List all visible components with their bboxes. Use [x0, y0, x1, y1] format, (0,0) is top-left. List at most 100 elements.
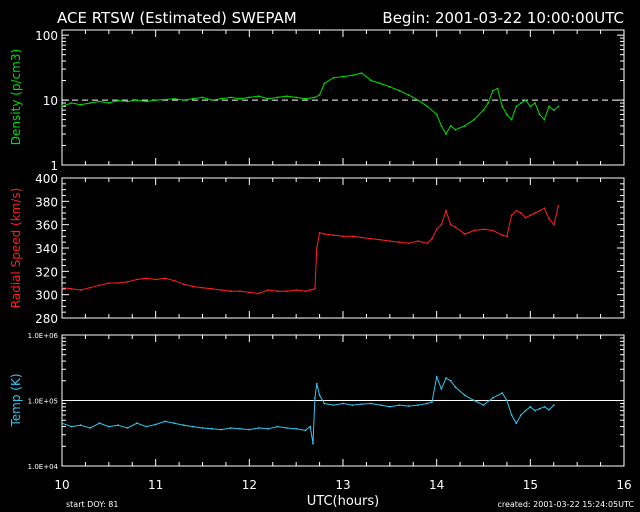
- density-data-point: [145, 100, 148, 103]
- speed-data-point: [229, 290, 232, 293]
- temp-data-point: [440, 388, 443, 390]
- temp-data-point: [107, 425, 110, 428]
- temp-data-point: [431, 401, 433, 403]
- temp-data-point: [449, 379, 452, 382]
- density-data-point: [548, 105, 550, 108]
- temp-data-point: [515, 422, 518, 425]
- density-data-point: [117, 99, 120, 102]
- temp-data-point: [548, 408, 550, 411]
- temp-data-point: [312, 442, 314, 445]
- density-data-point: [463, 125, 466, 127]
- temp-data-point: [192, 425, 195, 428]
- temp-data-point: [445, 377, 447, 379]
- temp-data-point: [435, 375, 438, 378]
- temp-data-point: [529, 405, 532, 408]
- density-data-point: [524, 99, 527, 101]
- density-data-point: [435, 113, 438, 116]
- temp-data-point: [323, 402, 326, 405]
- temp-data-point: [229, 427, 232, 429]
- density-data-point: [79, 103, 82, 106]
- temp-data-point: [173, 422, 176, 425]
- temp-data-point: [370, 402, 372, 405]
- density-data-point: [164, 98, 166, 101]
- density-data-point: [332, 76, 335, 79]
- x-tick-label: 13: [335, 478, 350, 492]
- speed-data-point: [145, 277, 148, 280]
- chart-title: ACE RTSW (Estimated) SWEPAM: [57, 9, 297, 27]
- temp-ytick-label: 1.0E+06: [28, 332, 59, 340]
- temp-data-point: [295, 427, 298, 430]
- density-data-point: [454, 128, 457, 131]
- density-data-point: [379, 82, 382, 85]
- speed-data-point: [510, 214, 513, 217]
- density-data-point: [407, 94, 410, 96]
- speed-data-point: [136, 278, 138, 281]
- temp-data-point: [154, 423, 157, 426]
- density-data-point: [267, 97, 269, 100]
- speed-ytick-label: 320: [35, 265, 58, 279]
- speed-data-point: [257, 292, 260, 295]
- speed-data-point: [492, 229, 494, 232]
- speed-data-point: [323, 233, 326, 235]
- density-data-point: [192, 97, 195, 100]
- density-data-point: [126, 100, 129, 103]
- density-series: [61, 72, 624, 136]
- temp-data-point: [342, 402, 344, 405]
- temp-data-point: [201, 427, 204, 429]
- speed-data-point: [534, 212, 536, 214]
- speed-data-point: [117, 282, 120, 284]
- density-ytick-label: 1: [50, 159, 58, 173]
- speed-data-point: [463, 233, 466, 235]
- temp-data-point: [417, 404, 419, 406]
- speed-data-point: [538, 209, 541, 212]
- speed-series-line: [61, 205, 559, 295]
- speed-ticks: 280 300 320 340 360 380 400: [35, 172, 625, 326]
- temp-data-point: [315, 382, 318, 385]
- speed-data-point: [318, 231, 321, 234]
- temp-ytick-label: 1.0E+05: [28, 398, 58, 406]
- temp-data-point: [304, 429, 307, 432]
- speed-data-point: [548, 217, 550, 220]
- speed-data-point: [351, 235, 354, 238]
- temp-data-point: [543, 405, 546, 408]
- speed-data-point: [182, 283, 185, 286]
- speed-data-point: [379, 238, 382, 241]
- density-data-point: [538, 113, 541, 116]
- density-data-point: [182, 99, 185, 101]
- speed-data-point: [154, 278, 157, 281]
- speed-data-point: [388, 240, 391, 242]
- speed-data-point: [61, 286, 63, 289]
- speed-ylabel: Radial Speed (km/s): [9, 188, 23, 309]
- density-data-point: [487, 102, 490, 104]
- speed-series: [61, 205, 560, 295]
- density-data-point: [285, 95, 288, 97]
- density-data-point: [314, 96, 316, 99]
- density-data-point: [276, 96, 279, 99]
- density-data-point: [136, 99, 138, 101]
- temp-data-point: [454, 386, 457, 388]
- temp-data-point: [520, 414, 522, 416]
- density-panel: Density (p/cm3) 1 10 100: [9, 29, 625, 173]
- temp-data-point: [267, 427, 269, 430]
- density-data-point: [61, 105, 63, 108]
- temp-data-point: [407, 405, 410, 407]
- density-data-point: [482, 109, 485, 111]
- density-data-point: [398, 89, 401, 92]
- speed-data-point: [304, 290, 307, 293]
- speed-data-point: [440, 223, 443, 226]
- density-data-point: [257, 95, 260, 97]
- temp-data-point: [239, 427, 241, 430]
- temp-ylabel: Temp (K): [9, 373, 23, 427]
- density-data-point: [295, 96, 298, 99]
- density-data-point: [520, 102, 522, 104]
- density-data-point: [107, 102, 110, 104]
- speed-data-point: [173, 279, 176, 282]
- speed-data-point: [220, 289, 223, 291]
- density-data-point: [515, 105, 518, 108]
- speed-data-point: [482, 228, 485, 231]
- temp-data-point: [552, 404, 555, 406]
- temp-data-point: [482, 404, 485, 406]
- temp-data-point: [117, 424, 120, 427]
- density-data-point: [473, 118, 475, 121]
